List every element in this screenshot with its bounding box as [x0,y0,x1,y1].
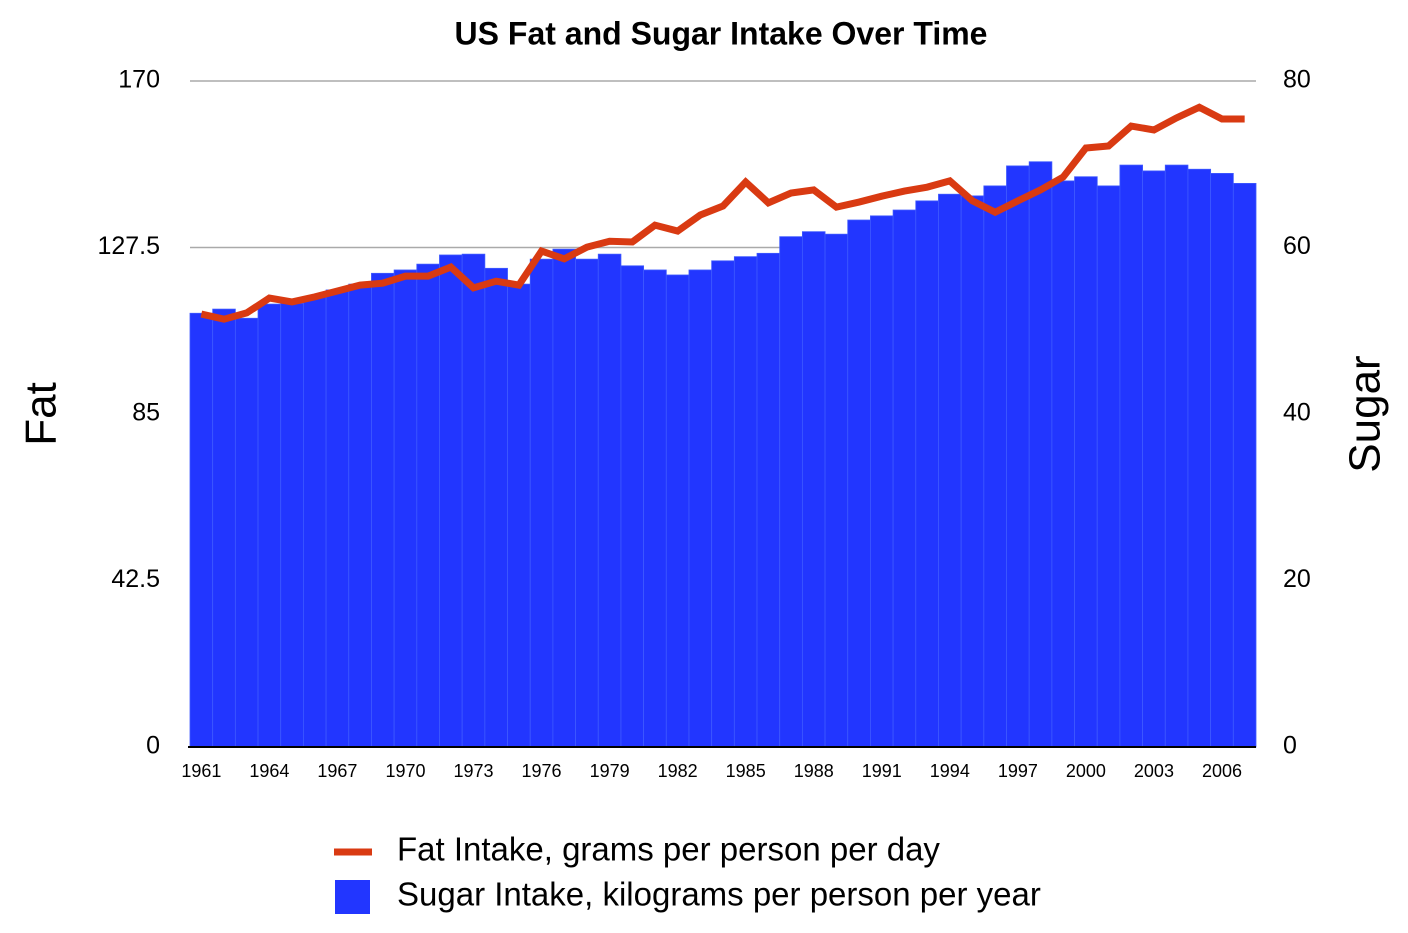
y-tick-label: 85 [132,399,160,427]
y2-axis-title: Sugar [1341,355,1390,472]
legend-marker [335,880,370,914]
bar [733,256,758,748]
x-tick-label: 1970 [385,761,425,781]
bar [416,263,440,748]
bar [779,236,803,748]
chart-title: US Fat and Sugar Intake Over Time [455,15,988,51]
bar [1006,165,1030,748]
bar [575,258,599,748]
y2-tick-label: 80 [1283,66,1311,94]
bar [234,317,259,748]
x-tick-label: 1988 [794,761,834,781]
x-tick-label: 1994 [930,761,970,781]
y2-tick-label: 20 [1283,565,1311,593]
bar [620,265,645,748]
bar [1096,185,1121,748]
bar [1232,182,1257,748]
bar [1074,176,1098,748]
bar [1187,168,1212,748]
bar [711,260,735,748]
bar [393,269,418,748]
y-axis-title: Fat [17,382,66,446]
legend-label: Sugar Intake, kilograms per person per y… [397,876,1041,913]
x-tick-label: 1982 [658,761,698,781]
x-tick-label: 1979 [590,761,630,781]
bar [1119,164,1143,748]
bar [892,209,917,748]
x-tick-label: 2006 [1202,761,1242,781]
x-tick-label: 1997 [998,761,1038,781]
y-tick-label: 42.5 [111,565,160,593]
x-tick-label: 1985 [726,761,766,781]
bar [552,248,576,748]
y-tick-label: 127.5 [97,232,160,260]
bar [507,283,531,748]
bar [915,200,939,748]
bar [801,231,826,748]
bar [1210,173,1234,748]
bar [597,253,622,748]
x-tick-label: 2000 [1066,761,1106,781]
bar [824,233,849,748]
bar [303,296,327,748]
x-tick-label: 1973 [453,761,493,781]
x-tick-label: 1967 [317,761,357,781]
bar [257,303,282,748]
y2-tick-label: 40 [1283,399,1311,427]
bar [756,252,781,748]
bar [1142,170,1166,748]
bar [688,269,713,748]
x-tick-label: 2003 [1134,761,1174,781]
bar [529,258,554,748]
bar [212,308,236,748]
y-tick-label: 170 [118,66,160,94]
y-tick-label: 0 [146,732,160,760]
bar [1028,161,1053,748]
bar [847,219,871,748]
x-tick-label: 1961 [181,761,221,781]
bar [189,312,214,748]
y2-tick-label: 0 [1283,732,1297,760]
bar [870,215,894,748]
legend-label: Fat Intake, grams per person per day [397,831,940,868]
line [200,103,1245,323]
bar [960,195,985,748]
bar [461,253,486,748]
bar [1051,180,1075,748]
x-tick-label: 1964 [249,761,289,781]
bar [643,269,667,748]
bar [280,302,304,748]
bar [1164,164,1189,748]
x-tick-label: 1976 [522,761,562,781]
x-tick-label: 1991 [862,761,902,781]
bar [938,193,962,748]
bar [325,289,350,748]
bar [665,274,690,748]
bar [983,185,1007,748]
y2-tick-label: 60 [1283,232,1311,260]
bar [439,254,463,748]
bar [371,272,395,748]
bar [348,283,372,748]
bar [484,267,508,748]
